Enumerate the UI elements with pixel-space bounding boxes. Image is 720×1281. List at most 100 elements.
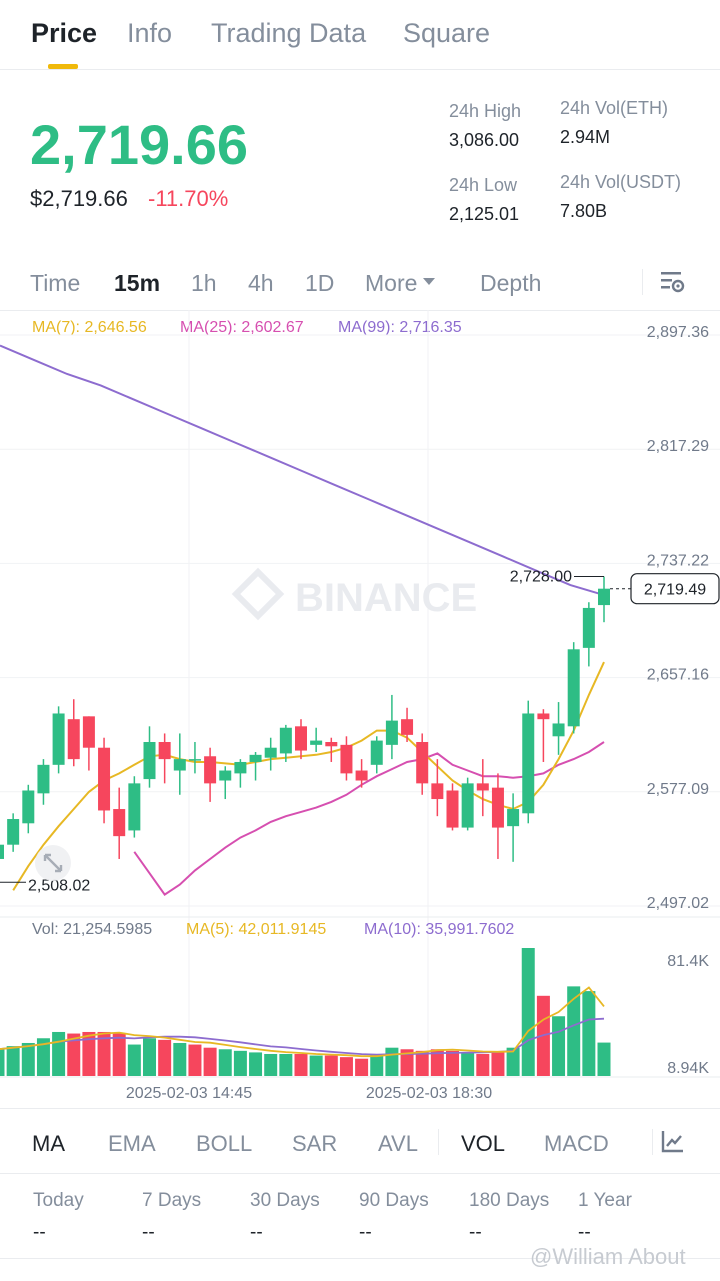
candle-body: [264, 747, 277, 758]
volume-bar: [597, 1042, 611, 1076]
indicator-bar: MA EMA BOLL SAR AVL VOL MACD: [0, 1108, 720, 1174]
price-axis-label: 2,497.02: [647, 895, 709, 912]
volume-bar: [355, 1058, 369, 1076]
candle-body: [113, 809, 126, 837]
high-value: 3,086.00: [449, 130, 520, 150]
candle-body: [98, 747, 111, 811]
indicator-vol[interactable]: VOL: [461, 1131, 506, 1156]
candle-body: [52, 713, 65, 765]
binance-logo-icon: [231, 567, 285, 621]
candle-body: [279, 727, 292, 754]
caret-down-icon: [423, 278, 436, 286]
volume-bar: [461, 1052, 475, 1076]
interval-1h[interactable]: 1h: [191, 270, 217, 296]
interval-1d[interactable]: 1D: [305, 270, 335, 296]
volume-bar: [582, 991, 596, 1076]
indicator-ma[interactable]: MA: [32, 1131, 65, 1156]
volume-axis-label: 8.94K: [667, 1060, 709, 1077]
volume-bar: [476, 1053, 490, 1076]
candle-body: [416, 742, 429, 784]
price-change-percent: -11.70%: [148, 186, 229, 211]
perf-30d-value: --: [250, 1222, 263, 1243]
divider: [0, 1258, 720, 1259]
candle-body: [37, 764, 50, 794]
expand-icon-arrow: [43, 853, 63, 873]
ma99-line: [0, 344, 605, 597]
tab-info[interactable]: Info: [127, 18, 173, 48]
ma7-line: [12, 661, 605, 891]
perf-7d-value: --: [142, 1222, 155, 1243]
candle-body: [158, 742, 171, 760]
vol-eth-label: 24h Vol(ETH): [560, 98, 669, 118]
perf-1y-value: --: [578, 1222, 591, 1243]
usd-price: $2,719.66: [30, 186, 128, 211]
ma25-legend: MA(25): 2,602.67: [180, 319, 304, 336]
ma7-legend: MA(7): 2,646.56: [32, 319, 147, 336]
volume-bar: [21, 1042, 35, 1076]
volume-bar: [233, 1050, 247, 1076]
volume-bar: [446, 1050, 459, 1076]
vol-ma5-legend: MA(5): 42,011.9145: [186, 921, 326, 938]
volume-bar: [158, 1039, 172, 1076]
interval-depth[interactable]: Depth: [480, 270, 542, 296]
candle-body: [446, 790, 459, 828]
chart-watermark: BINANCE: [295, 576, 477, 620]
volume-bar: [112, 1033, 126, 1076]
volume-bar: [567, 986, 581, 1076]
high-label: 24h High: [449, 101, 522, 121]
time-axis-label: 2025-02-03 14:45: [126, 1085, 252, 1102]
candle-body: [295, 726, 307, 751]
volume-bar: [264, 1053, 278, 1076]
perf-180d-value: --: [469, 1222, 482, 1243]
interval-more[interactable]: More: [365, 270, 436, 297]
volume-bar: [491, 1052, 505, 1076]
volume-bar: [0, 1049, 5, 1076]
indicator-macd[interactable]: MACD: [544, 1131, 609, 1156]
volume-bar: [324, 1055, 338, 1076]
candle-body: [234, 761, 247, 774]
volume-bar: [552, 1016, 566, 1076]
chart-settings-icon[interactable]: [659, 269, 687, 297]
volume-bar: [143, 1038, 156, 1076]
candle-body: [67, 719, 80, 760]
candle-body: [128, 783, 141, 831]
vol-usdt-label: 24h Vol(USDT): [560, 172, 682, 192]
candle-body: [219, 770, 232, 781]
candlestick-chart[interactable]: BINANCE 2,897.36 2,817.29 2,737.22 2,657.16 2…: [0, 310, 720, 1110]
candle-body: [325, 742, 338, 747]
tab-square[interactable]: Square: [403, 18, 491, 48]
indicator-avl[interactable]: AVL: [378, 1131, 418, 1156]
volume-bar: [430, 1049, 444, 1076]
indicator-boll[interactable]: BOLL: [196, 1131, 253, 1156]
indicator-ema[interactable]: EMA: [108, 1131, 156, 1156]
last-price: 2,719.66: [30, 113, 248, 176]
interval-4h[interactable]: 4h: [248, 270, 274, 296]
candle-body: [0, 844, 4, 859]
tab-price[interactable]: Price: [31, 18, 98, 48]
vol-legend: Vol: 21,254.5985: [32, 921, 152, 938]
interval-more-label: More: [365, 270, 418, 296]
ma99-legend: MA(99): 2,716.35: [338, 319, 462, 336]
volume-axis-label: 81.4K: [667, 953, 709, 970]
indicator-sar[interactable]: SAR: [292, 1131, 338, 1156]
interval-15m[interactable]: 15m: [114, 270, 161, 296]
candle-body: [340, 744, 353, 774]
active-tab-indicator: [48, 64, 78, 69]
candle-body: [598, 588, 610, 606]
candle-body: [401, 719, 414, 735]
volume-bar: [97, 1031, 111, 1076]
candle-body: [22, 790, 35, 824]
divider: [642, 269, 643, 295]
interval-time[interactable]: Time: [30, 270, 81, 296]
low-label: 24h Low: [449, 175, 518, 195]
vol-ma10-legend: MA(10): 35,991.7602: [364, 921, 514, 938]
volume-bar: [279, 1053, 293, 1076]
divider: [652, 1129, 653, 1155]
expand-icon: [35, 845, 71, 881]
volume-bar: [385, 1047, 399, 1076]
indicator-settings-icon[interactable]: [660, 1129, 686, 1155]
candle-body: [173, 759, 186, 771]
volume-bar: [339, 1057, 353, 1076]
candle-body: [582, 607, 595, 648]
tab-trading-data[interactable]: Trading Data: [211, 18, 367, 48]
